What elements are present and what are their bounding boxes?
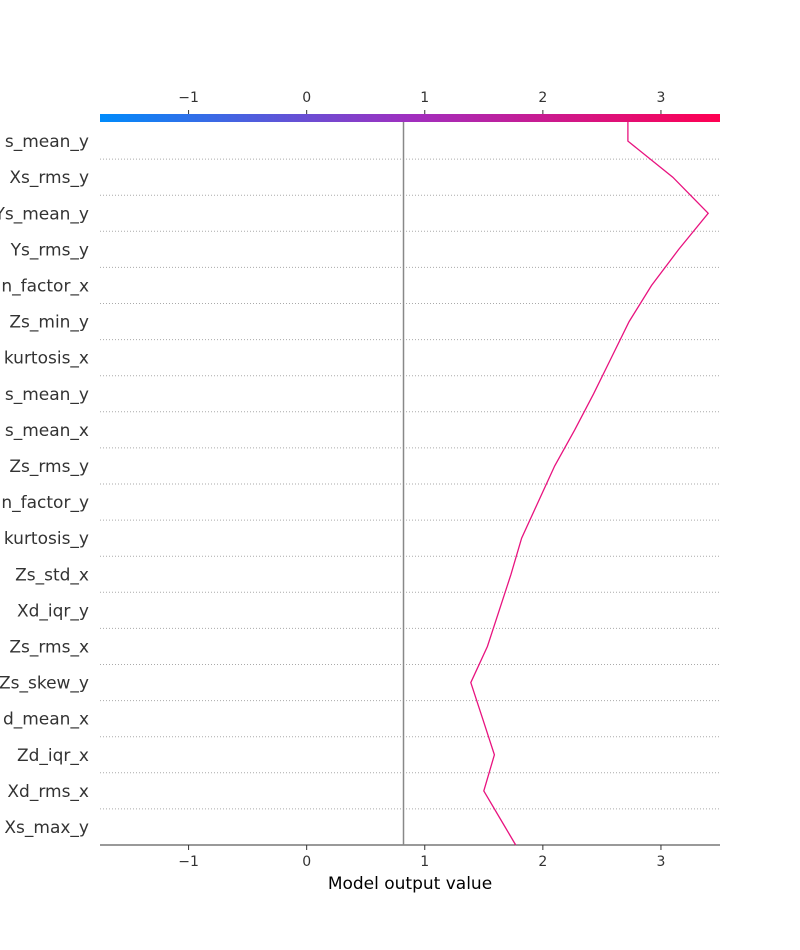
feature-label: Xd_iqr_y — [17, 601, 89, 621]
bottom-tick-label: 0 — [302, 854, 311, 870]
feature-labels: s_mean_y Xs_rms_y Ys_mean_y Ys_rms_y n_facto… — [0, 132, 89, 838]
top-tick-label: 3 — [656, 90, 665, 106]
bottom-axis: −1 0 1 2 3 — [100, 844, 720, 870]
feature-label: Zs_rms_y — [9, 457, 89, 477]
feature-label: kurtosis_y — [4, 529, 89, 549]
bottom-tick-label: 3 — [656, 854, 665, 870]
feature-label: Ys_mean_y — [0, 204, 89, 224]
colorbar — [100, 114, 720, 122]
top-tick-label: 0 — [302, 90, 311, 106]
row-gridlines — [100, 158, 720, 810]
top-axis: −1 0 1 2 3 — [178, 90, 665, 114]
feature-label: Zs_rms_x — [9, 637, 89, 657]
feature-label: Zs_std_x — [15, 565, 89, 585]
feature-label: s_mean_y — [5, 132, 89, 152]
feature-label: s_mean_x — [5, 421, 89, 441]
feature-label: n_factor_y — [1, 493, 89, 513]
feature-label: Ys_rms_y — [10, 240, 89, 260]
bottom-tick-label: 1 — [420, 854, 429, 870]
feature-label: kurtosis_x — [4, 349, 89, 369]
feature-label: Zs_min_y — [9, 313, 89, 333]
bottom-tick-label: 2 — [538, 854, 547, 870]
feature-label: n_factor_x — [1, 276, 89, 296]
decision-line — [470, 122, 710, 846]
feature-label: Zd_iqr_x — [17, 746, 89, 766]
feature-label: s_mean_y — [5, 385, 89, 405]
x-axis-label: Model output value — [328, 874, 492, 894]
top-tick-label: 2 — [538, 90, 547, 106]
feature-label: d_mean_x — [3, 710, 89, 730]
bottom-tick-label: −1 — [178, 854, 199, 870]
top-tick-label: 1 — [420, 90, 429, 106]
feature-label: Xs_max_y — [4, 818, 89, 838]
feature-label: Xd_rms_x — [7, 782, 89, 802]
feature-label: Xs_rms_y — [9, 168, 89, 188]
feature-label: Zs_skew_y — [0, 674, 89, 694]
top-tick-label: −1 — [178, 90, 199, 106]
